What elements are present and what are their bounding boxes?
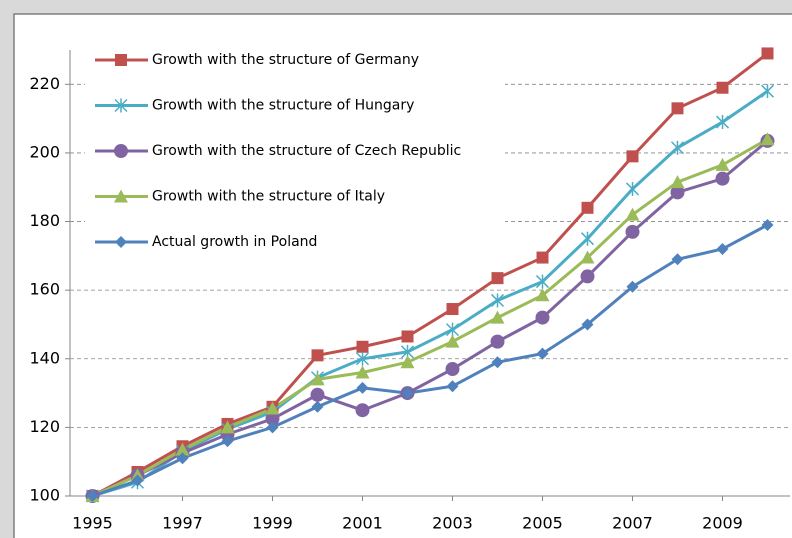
legend-label: Growth with the structure of Czech Repub… xyxy=(152,143,461,159)
marker xyxy=(760,84,775,99)
marker xyxy=(580,269,595,284)
marker xyxy=(490,334,505,349)
marker xyxy=(356,340,369,353)
marker xyxy=(625,224,640,239)
x-tick-label: 2009 xyxy=(702,514,743,533)
marker xyxy=(715,115,730,130)
x-tick-label: 2005 xyxy=(522,514,563,533)
marker xyxy=(671,102,684,115)
marker xyxy=(625,181,640,196)
marker xyxy=(581,201,594,214)
marker xyxy=(220,420,235,434)
marker xyxy=(115,236,127,248)
marker xyxy=(356,381,369,394)
legend-label: Growth with the structure of Hungary xyxy=(152,98,414,114)
marker xyxy=(115,54,127,66)
marker xyxy=(265,411,280,426)
series-line xyxy=(92,223,769,498)
marker xyxy=(670,185,685,200)
marker xyxy=(625,207,640,221)
y-tick-label: 140 xyxy=(29,348,60,367)
legend: Growth with the structure of Germany Grow… xyxy=(85,42,505,260)
marker xyxy=(580,250,595,264)
marker xyxy=(491,272,504,285)
marker xyxy=(311,349,324,362)
y-tick-label: 200 xyxy=(29,142,60,161)
marker xyxy=(446,303,459,316)
x-tick-label: 1999 xyxy=(252,514,293,533)
marker xyxy=(114,144,128,158)
legend-label: Growth with the structure of Germany xyxy=(152,52,419,68)
marker xyxy=(311,400,324,413)
x-tick-label: 1997 xyxy=(162,514,203,533)
marker xyxy=(670,140,685,155)
y-tick-label: 120 xyxy=(29,417,60,436)
series-line xyxy=(91,137,769,498)
marker xyxy=(535,288,550,302)
marker xyxy=(401,387,414,400)
marker xyxy=(671,253,684,266)
marker xyxy=(715,157,730,171)
marker xyxy=(715,171,730,186)
x-tick-label: 2007 xyxy=(612,514,653,533)
marker xyxy=(445,362,460,377)
marker xyxy=(445,334,460,348)
marker xyxy=(401,330,414,343)
x-tick-label: 2003 xyxy=(432,514,473,533)
marker xyxy=(490,293,505,308)
series-line xyxy=(91,139,769,498)
marker xyxy=(581,318,594,331)
marker xyxy=(760,132,775,146)
marker xyxy=(221,435,234,448)
series-line xyxy=(91,52,769,498)
marker xyxy=(355,403,370,418)
marker xyxy=(536,251,549,264)
series-line xyxy=(92,89,769,498)
marker xyxy=(114,189,128,203)
marker xyxy=(445,322,460,337)
marker xyxy=(491,356,504,369)
marker xyxy=(670,175,685,189)
marker xyxy=(131,474,144,487)
marker xyxy=(114,98,128,113)
marker xyxy=(400,355,415,369)
marker xyxy=(266,421,279,434)
marker xyxy=(86,490,99,502)
marker xyxy=(716,81,729,94)
legend-label: Growth with the structure of Italy xyxy=(152,189,385,205)
marker xyxy=(535,274,550,289)
legend-box xyxy=(85,42,505,260)
legend-label: Actual growth in Poland xyxy=(152,234,317,250)
marker xyxy=(175,442,190,456)
marker xyxy=(355,365,370,379)
marker xyxy=(535,310,550,325)
marker xyxy=(355,351,370,366)
marker xyxy=(446,380,459,393)
marker xyxy=(176,452,189,465)
marker xyxy=(761,218,774,231)
y-tick-label: 100 xyxy=(29,486,60,505)
y-tick-label: 180 xyxy=(29,211,60,230)
x-tick-label: 2001 xyxy=(342,514,383,533)
marker xyxy=(310,372,325,386)
marker xyxy=(490,310,505,324)
marker xyxy=(536,347,549,360)
y-tick-label: 220 xyxy=(29,74,60,93)
marker xyxy=(310,387,325,402)
marker xyxy=(626,150,639,163)
marker xyxy=(265,401,280,415)
x-tick-label: 1995 xyxy=(72,514,113,533)
y-tick-label: 160 xyxy=(29,280,60,299)
marker xyxy=(716,242,729,255)
marker xyxy=(626,280,639,293)
marker xyxy=(761,47,774,60)
marker xyxy=(580,231,595,246)
